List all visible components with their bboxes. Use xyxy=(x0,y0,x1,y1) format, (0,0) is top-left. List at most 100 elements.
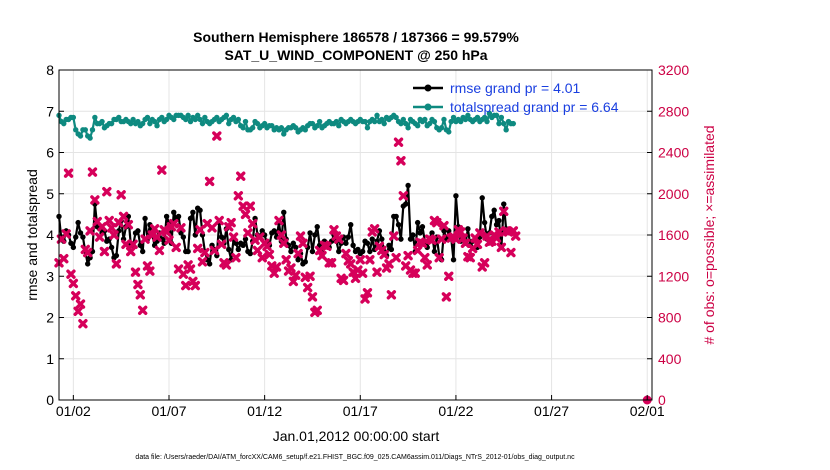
totalspread-point xyxy=(199,120,206,127)
assimilated-obs-point xyxy=(171,242,181,253)
assimilated-obs-point xyxy=(94,232,105,242)
assimilated-obs-point xyxy=(200,247,210,258)
assimilated-obs-point xyxy=(312,305,322,315)
totalspread-point xyxy=(293,125,299,131)
rmse-point xyxy=(343,240,349,246)
rmse-point xyxy=(501,201,507,207)
rmse-point xyxy=(453,193,459,199)
assimilated-obs-point xyxy=(99,246,110,257)
rmse-point xyxy=(355,246,361,253)
rmse-point xyxy=(388,246,395,253)
legend-spread-marker xyxy=(424,103,432,111)
rmse-point xyxy=(80,234,86,240)
assimilated-obs-point xyxy=(386,290,397,300)
assimilated-obs-point xyxy=(334,234,344,244)
rmse-point xyxy=(359,248,366,255)
assimilated-obs-point xyxy=(444,271,454,281)
assimilated-obs-point xyxy=(298,238,308,248)
assimilated-obs-point xyxy=(389,231,399,241)
totalspread-point xyxy=(99,118,105,125)
assimilated-obs-point xyxy=(365,255,375,265)
totalspread-point xyxy=(73,127,79,133)
assimilated-obs-point xyxy=(393,137,404,147)
x-tick-label: 01/07 xyxy=(151,403,186,419)
assimilated-obs-point xyxy=(164,235,174,245)
totalspread-point xyxy=(226,120,232,127)
assimilated-obs-point xyxy=(140,234,150,244)
totalspread-point xyxy=(108,120,115,127)
assimilated-obs-point xyxy=(398,191,409,201)
totalspread-point xyxy=(147,120,153,127)
assimilated-obs-point xyxy=(412,245,423,256)
totalspread-point xyxy=(77,133,84,139)
assimilated-obs-point xyxy=(149,224,160,234)
left-tick-label: 3 xyxy=(46,268,54,284)
assimilated-obs-point xyxy=(322,241,332,252)
assimilated-obs-point xyxy=(372,267,382,277)
assimilated-obs-point xyxy=(271,262,282,272)
rmse-point xyxy=(481,219,488,226)
assimilated-obs-point xyxy=(135,290,145,300)
assimilated-obs-point xyxy=(197,257,208,267)
left-tick-label: 6 xyxy=(46,145,54,161)
x-tick-label: 01/02 xyxy=(56,403,91,419)
totalspread-point xyxy=(481,114,488,121)
rmse-point xyxy=(307,230,313,236)
totalspread-point xyxy=(254,120,261,127)
assimilated-obs-point xyxy=(262,241,272,252)
rmse-point xyxy=(336,248,342,255)
rmse-point xyxy=(364,240,371,246)
assimilated-obs-point xyxy=(391,252,401,263)
assimilated-obs-point xyxy=(137,305,148,315)
rmse-point xyxy=(190,209,196,216)
assimilated-obs-point xyxy=(221,260,232,270)
totalspread-point xyxy=(426,120,433,127)
assimilated-obs-point xyxy=(118,211,129,222)
assimilated-obs-point xyxy=(326,258,337,268)
totalspread-point xyxy=(70,114,77,121)
rmse-point xyxy=(139,248,146,255)
rmse-point xyxy=(68,240,74,246)
rmse-point xyxy=(395,221,402,228)
rmse-point xyxy=(441,228,447,234)
rmse-point xyxy=(348,221,354,228)
totalspread-point xyxy=(159,114,165,121)
totalspread-point xyxy=(185,112,191,119)
totalspread-point xyxy=(484,118,490,125)
left-tick-label: 7 xyxy=(46,103,54,119)
assimilated-obs-point xyxy=(479,258,490,268)
totalspread-point xyxy=(171,116,177,123)
totalspread-point xyxy=(235,116,242,123)
assimilated-obs-point xyxy=(209,245,220,256)
rmse-point xyxy=(493,221,500,228)
rmse-point xyxy=(113,252,120,259)
totalspread-point xyxy=(135,118,141,125)
rmse-point xyxy=(108,244,115,251)
totalspread-point xyxy=(393,114,399,121)
totalspread-point xyxy=(374,112,380,119)
right-tick-label: 2800 xyxy=(658,103,689,119)
assimilated-obs-point xyxy=(420,252,430,263)
assimilated-obs-point xyxy=(396,156,406,166)
assimilated-obs-point xyxy=(204,176,215,187)
assimilated-obs-point xyxy=(231,252,241,263)
assimilated-obs-point xyxy=(274,215,284,226)
assimilated-obs-point xyxy=(116,190,126,200)
assimilated-obs-point xyxy=(346,259,356,269)
rmse-point xyxy=(405,182,411,189)
totalspread-point xyxy=(187,118,194,125)
legend: rmse grand pr = 4.01 totalspread grand p… xyxy=(413,80,619,115)
assimilated-obs-point xyxy=(233,191,244,201)
assimilated-obs-point xyxy=(228,232,239,242)
rmse-point xyxy=(302,259,308,265)
totalspread-point xyxy=(261,120,268,127)
totalspread-point xyxy=(414,122,421,129)
assimilated-obs-point xyxy=(357,268,368,278)
left-tick-label: 4 xyxy=(46,227,54,243)
rmse-point xyxy=(75,219,81,226)
assimilated-obs-point xyxy=(436,234,447,244)
x-tick-label: 01/22 xyxy=(438,403,473,419)
right-tick-label: 0 xyxy=(658,392,666,408)
rmse-point xyxy=(379,236,385,242)
